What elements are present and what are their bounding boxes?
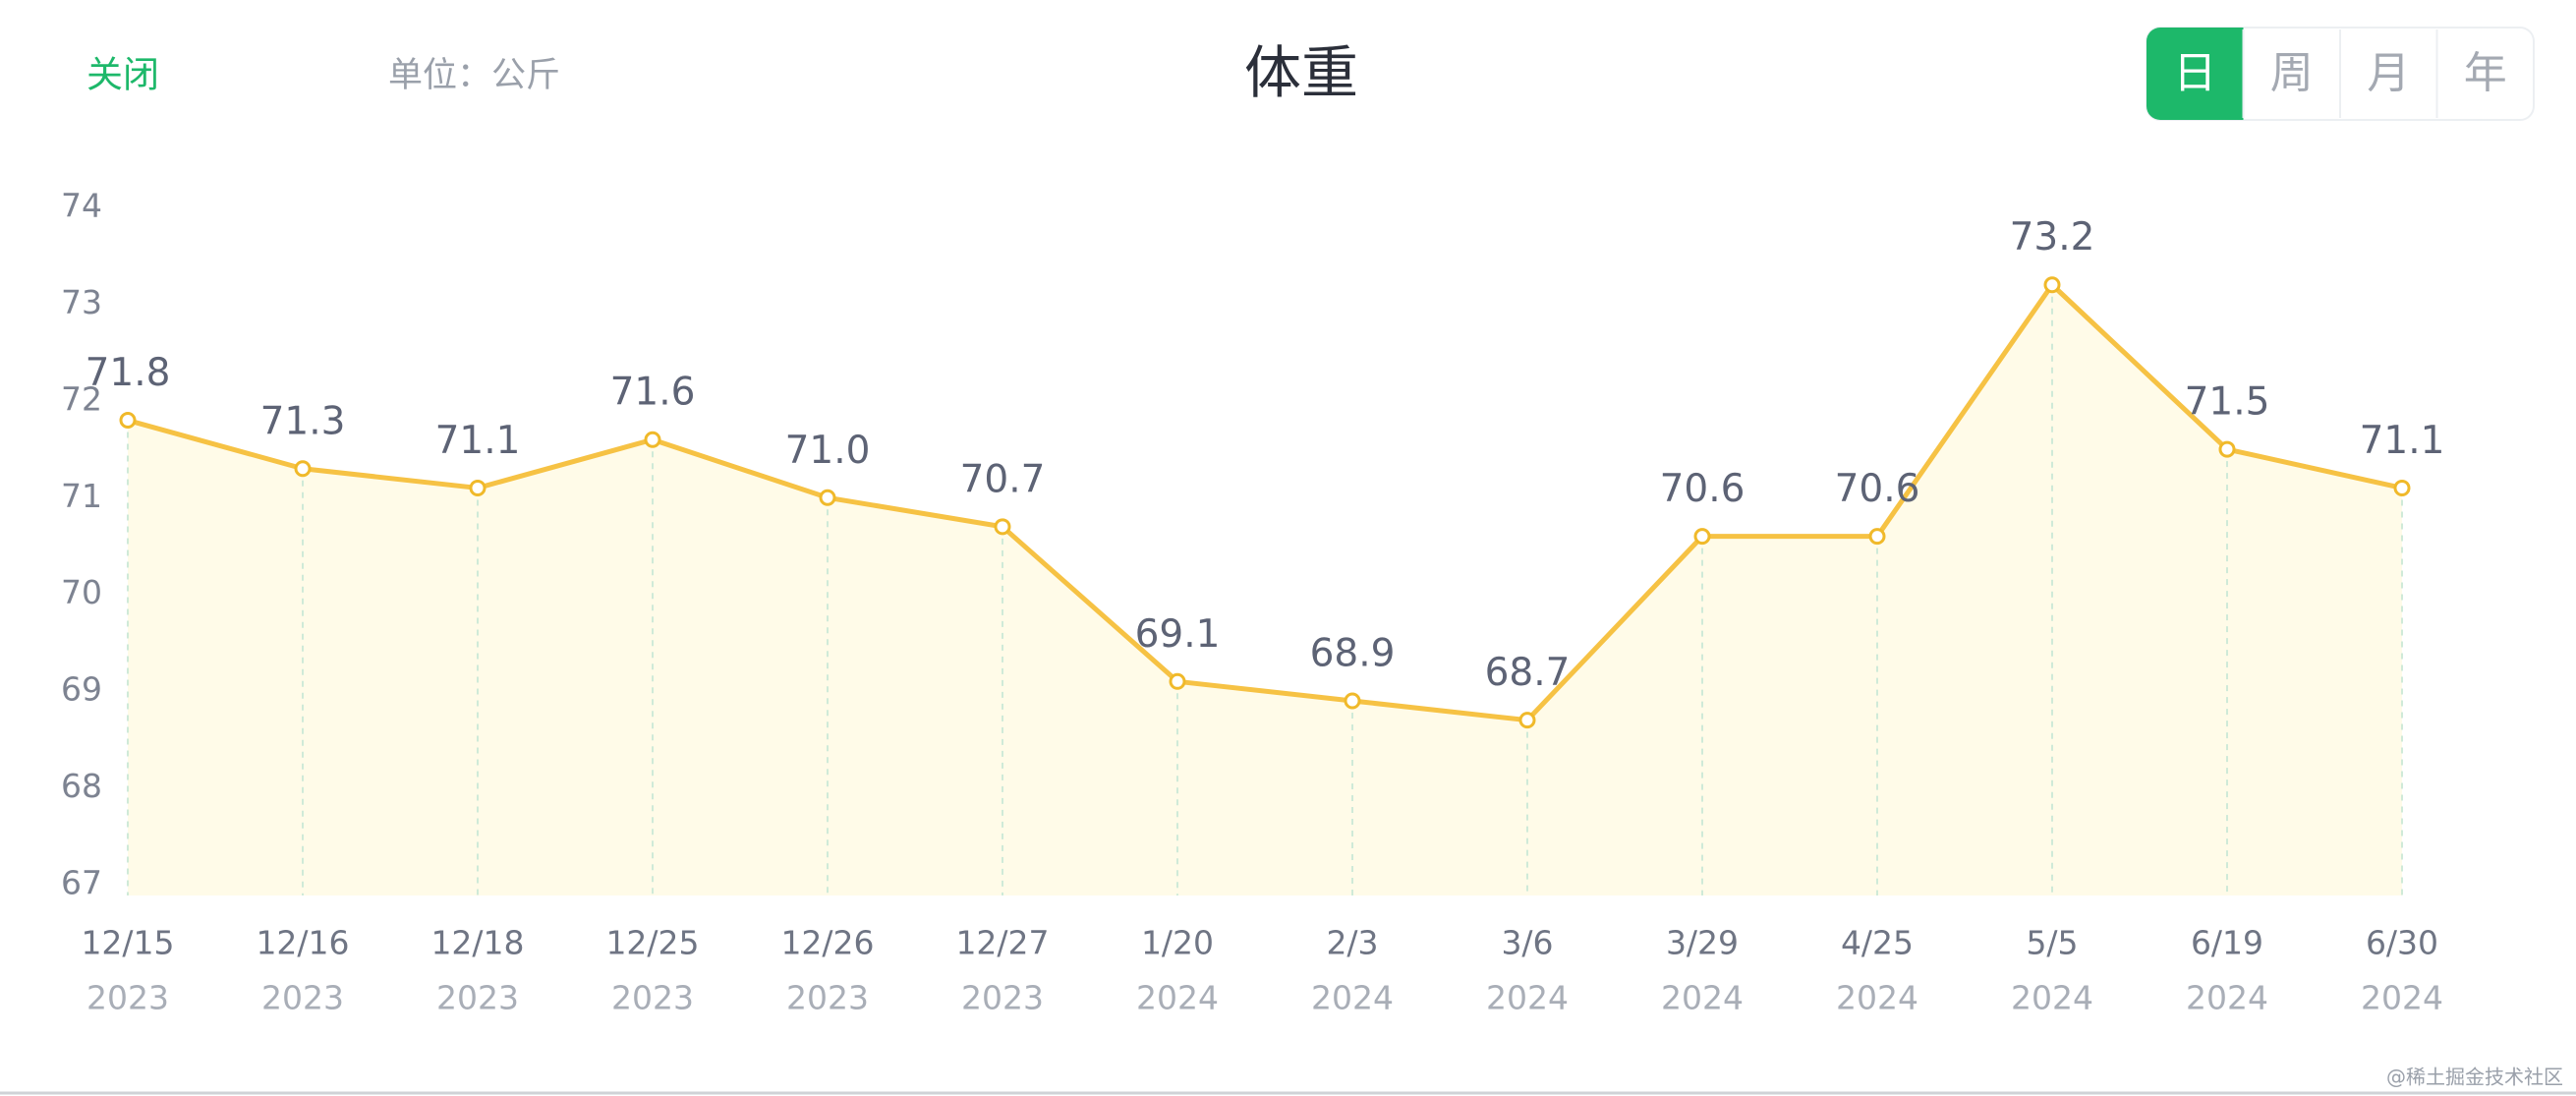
x-tick-year: 2023: [86, 979, 169, 1017]
point: [994, 518, 1011, 536]
x-tick-year: 2024: [2361, 979, 2443, 1017]
value-label: 71.6: [610, 371, 696, 415]
value-label: 71.1: [2360, 419, 2445, 463]
unit-label: 单位：公斤: [388, 56, 560, 95]
x-tick-label: 6/30: [2366, 924, 2438, 962]
point: [119, 412, 137, 430]
x-tick-label: 1/20: [1141, 924, 1214, 962]
y-tick-label: 74: [61, 187, 102, 225]
y-tick-label: 70: [61, 573, 102, 611]
x-tick-label: 3/6: [1501, 924, 1553, 962]
x-tick-year: 2024: [1836, 979, 1918, 1017]
value-label: 71.0: [785, 429, 871, 473]
x-tick-year: 2024: [1136, 979, 1219, 1017]
tab[interactable]: 月: [2367, 48, 2410, 98]
point: [644, 431, 661, 448]
point: [1344, 692, 1361, 710]
value-label: 71.8: [86, 351, 171, 395]
point: [819, 489, 836, 506]
x-tick-year: 2024: [2011, 979, 2093, 1017]
chart-title: 体重: [1244, 39, 1358, 106]
tab[interactable]: 年: [2464, 48, 2507, 98]
x-tick-year: 2024: [1311, 979, 1394, 1017]
value-label: 68.9: [1310, 631, 1396, 675]
point: [469, 479, 487, 496]
value-label: 71.5: [2185, 380, 2270, 425]
tab[interactable]: 周: [2270, 48, 2314, 98]
point: [1169, 672, 1186, 690]
close-button[interactable]: 关闭: [86, 54, 159, 96]
x-tick-label: 12/15: [81, 924, 174, 962]
x-tick-year: 2023: [261, 979, 344, 1017]
tab-active-bg: [2147, 28, 2244, 120]
x-tick-label: 6/19: [2191, 924, 2263, 962]
x-tick-year: 2024: [1486, 979, 1569, 1017]
line: [127, 282, 2403, 723]
point: [1868, 528, 1886, 546]
point: [294, 460, 312, 478]
point: [2393, 479, 2411, 496]
x-tick-label: 12/27: [955, 924, 1049, 962]
value-label: 70.7: [960, 457, 1046, 501]
point: [1518, 712, 1536, 729]
area: [128, 284, 2402, 895]
y-tick-label: 72: [61, 379, 102, 418]
x-tick-label: 12/26: [780, 924, 874, 962]
point: [2218, 440, 2236, 458]
y-tick-label: 71: [61, 477, 102, 515]
x-tick-year: 2024: [2186, 979, 2268, 1017]
x-tick-label: 2/3: [1326, 924, 1378, 962]
value-label: 71.1: [435, 419, 521, 463]
y-tick-label: 73: [61, 283, 102, 321]
value-label: 68.7: [1485, 651, 1571, 695]
x-tick-year: 2024: [1661, 979, 1744, 1017]
x-tick-label: 12/25: [605, 924, 699, 962]
x-tick-label: 5/5: [2026, 924, 2078, 962]
value-label: 69.1: [1135, 612, 1221, 657]
value-label: 70.6: [1660, 467, 1746, 511]
x-tick-label: 12/16: [256, 924, 349, 962]
tab[interactable]: 日: [2173, 48, 2216, 98]
value-label: 71.3: [260, 399, 346, 443]
watermark: @稀土掘金技术社区: [2386, 1066, 2563, 1089]
value-label: 73.2: [2010, 215, 2095, 260]
x-tick-year: 2023: [436, 979, 519, 1017]
y-tick-label: 68: [61, 767, 102, 805]
y-tick-label: 69: [61, 670, 102, 709]
y-tick-label: 67: [61, 864, 102, 902]
x-tick-label: 4/25: [1841, 924, 1914, 962]
value-label: 70.6: [1835, 467, 1920, 511]
x-tick-year: 2023: [611, 979, 694, 1017]
x-tick-year: 2023: [786, 979, 869, 1017]
point: [2043, 276, 2061, 294]
x-tick-year: 2023: [961, 979, 1044, 1017]
x-tick-label: 12/18: [430, 924, 524, 962]
x-tick-label: 3/29: [1666, 924, 1739, 962]
point: [1693, 528, 1711, 546]
